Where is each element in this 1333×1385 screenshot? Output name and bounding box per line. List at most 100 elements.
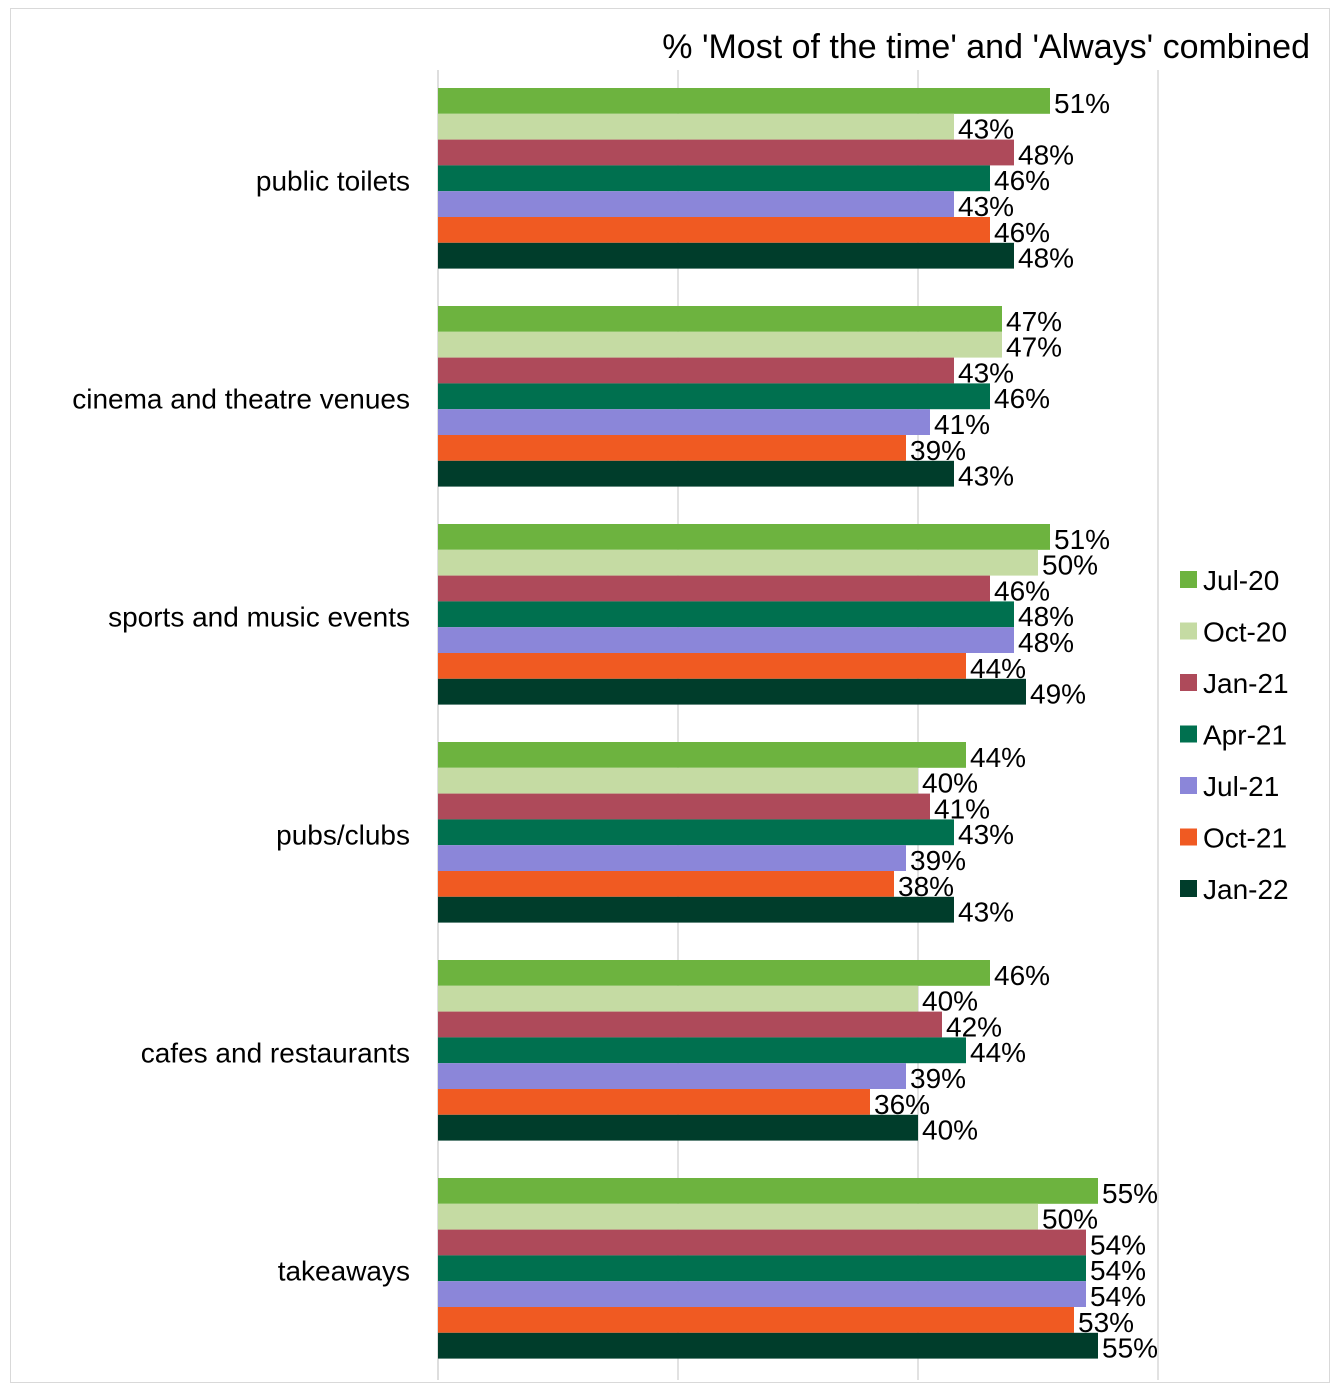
bar-apr-21 [438, 1037, 966, 1064]
legend-label: Jul-20 [1203, 565, 1279, 596]
bar-jan-21 [438, 139, 1014, 166]
legend: Jul-20 Oct-20 Jan-21 Apr-21 Jul-21 Oct-21 Jan-… [1180, 565, 1289, 905]
chart-title: % 'Most of the time' and 'Always' combin… [662, 28, 1310, 66]
bar-jan-22 [438, 1332, 1098, 1359]
bar-jan-22 [438, 896, 954, 923]
data-label: 43% [958, 461, 1014, 492]
bar-apr-21 [438, 601, 1014, 628]
data-label: 48% [1018, 243, 1074, 274]
data-label: 41% [934, 793, 990, 824]
bar-jul-20 [438, 960, 990, 986]
bar-oct-21 [438, 435, 906, 461]
bar-oct-20 [438, 767, 918, 794]
data-label: 44% [970, 1037, 1026, 1068]
bar-oct-20 [438, 113, 954, 140]
legend-swatch-oct-20 [1180, 622, 1197, 640]
data-label: 49% [1030, 679, 1086, 710]
data-label: 48% [1018, 601, 1074, 632]
legend-label: Jan-21 [1203, 668, 1289, 699]
data-label: 54% [1090, 1281, 1146, 1312]
bar-jul-21 [438, 1063, 906, 1089]
bars [438, 88, 1098, 1359]
value-labels: 51%43%48%46%43%46%48%47%47%43%46%41%39%4… [874, 88, 1158, 1364]
bar-oct-20 [438, 985, 918, 1012]
bar-oct-21 [438, 653, 966, 679]
data-label: 42% [946, 1011, 1002, 1042]
bar-jan-22 [438, 678, 1026, 705]
bar-jul-21 [438, 409, 930, 435]
data-label: 39% [910, 1063, 966, 1094]
data-label: 53% [1078, 1307, 1134, 1338]
legend-swatch-oct-21 [1180, 828, 1197, 846]
data-label: 46% [994, 165, 1050, 196]
data-label: 54% [1090, 1255, 1146, 1286]
gridlines [437, 70, 1159, 1380]
legend-label: Oct-21 [1203, 823, 1287, 854]
data-label: 43% [958, 897, 1014, 928]
bar-oct-20 [438, 331, 1002, 358]
legend-swatch-apr-21 [1180, 725, 1197, 743]
bar-oct-21 [438, 217, 990, 243]
bar-jan-21 [438, 1011, 942, 1038]
data-label: 43% [958, 191, 1014, 222]
category-label: public toilets [256, 165, 410, 196]
category-label: cafes and restaurants [141, 1037, 410, 1068]
data-label: 40% [922, 986, 978, 1017]
bar-apr-21 [438, 819, 954, 846]
legend-swatch-jul-21 [1180, 777, 1197, 794]
data-label: 44% [970, 653, 1026, 684]
data-label: 55% [1102, 1333, 1158, 1364]
data-label: 55% [1102, 1178, 1158, 1209]
data-label: 39% [910, 845, 966, 876]
data-label: 47% [1006, 306, 1062, 337]
category-label: pubs/clubs [276, 819, 410, 850]
bar-jul-20 [438, 524, 1050, 550]
data-label: 43% [958, 819, 1014, 850]
data-label: 38% [898, 871, 954, 902]
data-label: 50% [1042, 550, 1098, 581]
legend-label: Jan-22 [1203, 874, 1289, 905]
data-label: 54% [1090, 1229, 1146, 1260]
data-label: 46% [994, 383, 1050, 414]
data-label: 47% [1006, 332, 1062, 363]
category-label: takeaways [278, 1255, 410, 1286]
bar-jul-21 [438, 845, 906, 871]
data-label: 46% [994, 960, 1050, 991]
bar-oct-21 [438, 1089, 870, 1115]
data-label: 50% [1042, 1204, 1098, 1235]
bar-jul-20 [438, 306, 1002, 332]
bar-jul-21 [438, 627, 1014, 653]
bar-apr-21 [438, 165, 990, 192]
bar-jan-22 [438, 242, 1014, 269]
data-label: 43% [958, 357, 1014, 388]
data-label: 46% [994, 575, 1050, 606]
data-label: 51% [1054, 524, 1110, 555]
data-label: 41% [934, 409, 990, 440]
legend-swatch-jan-22 [1180, 880, 1197, 897]
bar-jan-21 [438, 357, 954, 384]
data-label: 40% [922, 1115, 978, 1146]
bar-oct-20 [438, 1203, 1038, 1230]
data-label: 46% [994, 217, 1050, 248]
legend-label: Jul-21 [1203, 771, 1279, 802]
data-label: 36% [874, 1089, 930, 1120]
bar-jul-20 [438, 1178, 1098, 1204]
bar-jan-22 [438, 460, 954, 487]
category-label: sports and music events [108, 601, 410, 632]
bar-jul-20 [438, 742, 966, 768]
data-label: 39% [910, 435, 966, 466]
bar-apr-21 [438, 1255, 1086, 1282]
legend-label: Oct-20 [1203, 617, 1287, 648]
category-labels: public toilets cinema and theatre venues s… [72, 165, 410, 1286]
data-label: 51% [1054, 88, 1110, 119]
data-label: 48% [1018, 139, 1074, 170]
data-label: 43% [958, 114, 1014, 145]
bar-jan-21 [438, 793, 930, 820]
bar-jul-21 [438, 191, 954, 217]
bar-jul-21 [438, 1281, 1086, 1307]
bar-apr-21 [438, 383, 990, 410]
bar-jan-21 [438, 1229, 1086, 1256]
bar-jan-22 [438, 1114, 918, 1141]
bar-oct-20 [438, 549, 1038, 576]
